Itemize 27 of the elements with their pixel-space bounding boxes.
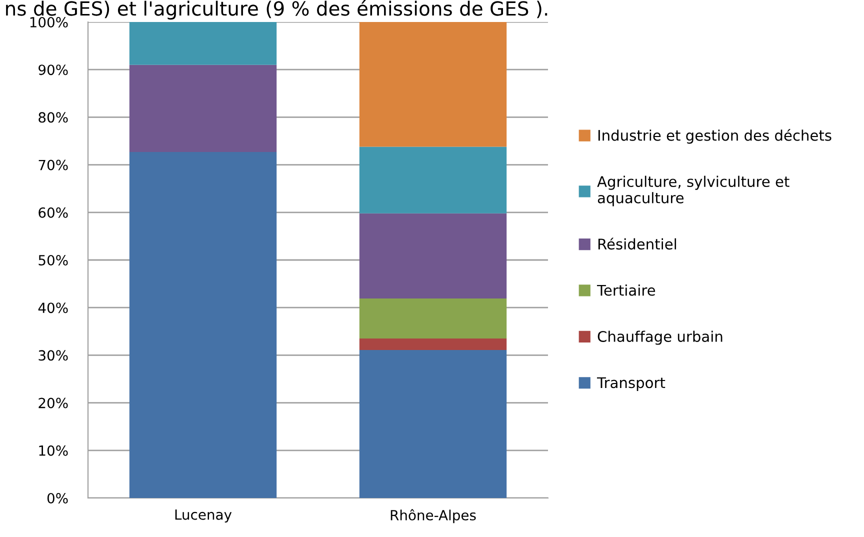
x-tick-label: Lucenay [175,510,232,523]
legend-label: Industrie et gestion des déchets [598,128,832,144]
y-tick-label: 30% [38,350,68,361]
y-tick-label: 0% [47,492,68,504]
y-tick-label: 20% [38,398,68,408]
y-tick-label: 90% [38,64,68,76]
bar [359,338,507,350]
x-tick-label: Rhône-Alpes [390,509,476,524]
bar [129,22,277,65]
y-tick-label: 10% [39,445,68,456]
y-tick-label: 40% [38,302,68,314]
y-tick-label: 80% [38,112,68,123]
bar [129,152,277,498]
bar [359,22,507,147]
legend-label: Tertiaire [596,284,656,296]
legend-label: Chauffage urbain [598,330,722,345]
y-tick-label: 70% [38,160,68,170]
bar [359,213,507,299]
legend-label: Agriculture, sylviculture et aquaculture [597,176,790,206]
bar [359,350,507,498]
legend-label: Résidentiel [598,238,676,250]
y-tick-label: 50% [38,254,68,266]
bar [359,298,507,339]
y-tick-label: 60% [38,207,68,218]
legend-label: Transport [596,377,666,392]
bar [359,146,507,214]
bar [129,64,277,152]
